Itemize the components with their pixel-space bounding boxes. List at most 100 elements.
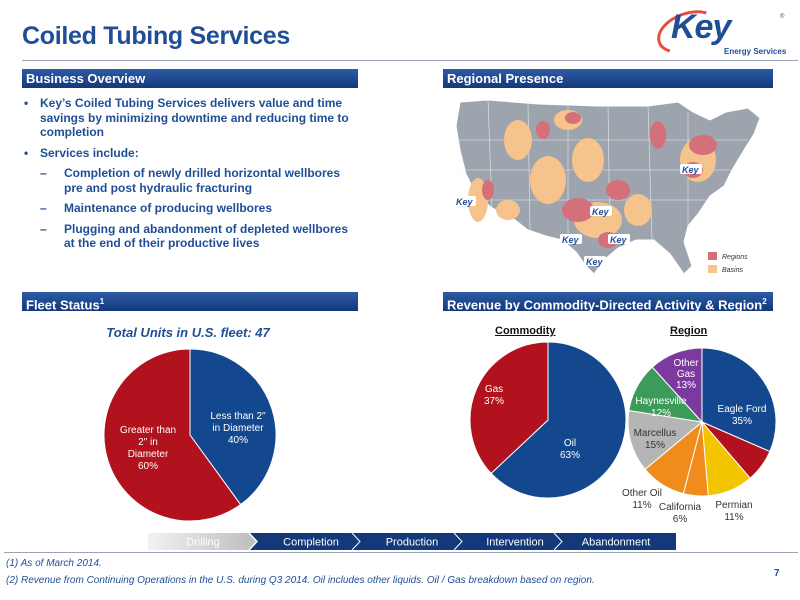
commodity-label-gas: Gas	[485, 384, 503, 395]
region-slice-0	[701, 347, 777, 453]
sub-bullet-text: Completion of newly drilled horizontal w…	[64, 166, 341, 195]
fleet-total-units: Total Units in U.S. fleet: 47	[106, 325, 270, 340]
page-number: 7	[774, 568, 780, 579]
sub-bullet-item: – Completion of newly drilled horizontal …	[40, 166, 341, 195]
page-title: Coiled Tubing Services	[22, 22, 290, 50]
logo-wordmark: Key	[671, 8, 731, 46]
revenue-header-text: Revenue by Commodity-Directed Activity &…	[447, 297, 763, 313]
business-overview-bullets: • Key’s Coiled Tubing Services delivers v…	[24, 96, 354, 257]
region-label-marcellus: Marcellus	[634, 428, 677, 439]
key-marker: Key	[454, 196, 476, 207]
region-label-california: California	[659, 502, 702, 513]
chevron-divider	[453, 533, 463, 550]
revenue-header: Revenue by Commodity-Directed Activity &…	[443, 292, 773, 313]
revenue-footnote-ref: 2	[762, 297, 767, 306]
region-heading: Region	[670, 325, 708, 337]
key-marker: Key	[680, 164, 702, 175]
legend-label-basins: Basins	[722, 267, 744, 274]
region-label-othergas-line2: Gas	[677, 369, 695, 380]
lifecycle-step-drilling	[148, 533, 256, 550]
fleet-status-header-text: Fleet Status	[26, 297, 100, 313]
legend-label-regions: Regions	[722, 254, 748, 261]
svg-text:Key: Key	[562, 235, 580, 245]
logo-trademark: ®	[780, 14, 785, 20]
region-value-othergas: 13%	[676, 380, 696, 391]
lifecycle-label-abandonment: Abandonment	[582, 537, 651, 549]
fleet-label-lt2-line2: in Diameter	[212, 423, 264, 434]
fleet-pie-chart: Less than 2" in Diameter 40% Greater tha…	[103, 348, 277, 522]
footnote-1: (1) As of March 2014.	[6, 558, 102, 569]
key-marker: Key	[584, 256, 606, 267]
lifecycle-label-drilling: Drilling	[186, 537, 220, 549]
footnote-2: (2) Revenue from Continuing Operations i…	[6, 575, 595, 586]
region-value-otheroil: 11%	[632, 500, 651, 511]
footnote-divider	[4, 552, 798, 553]
commodity-heading: Commodity	[495, 325, 556, 337]
map-legend: Regions Basins	[708, 252, 748, 274]
lifecycle-label-completion: Completion	[283, 537, 339, 549]
regional-presence-header-text: Regional Presence	[447, 71, 564, 86]
region-value-haynesville: 12%	[651, 408, 671, 419]
fleet-label-lt2-line1: Less than 2"	[210, 411, 266, 422]
region-label-haynesville: Haynesville	[635, 396, 687, 407]
key-marker: Key	[608, 234, 630, 245]
region-slice-7	[651, 347, 703, 424]
fleet-label-gt2-line1: Greater than	[120, 425, 176, 436]
chevron-divider	[351, 533, 361, 550]
region-slice-5	[627, 409, 704, 471]
svg-text:Key: Key	[456, 197, 474, 207]
logo-subtitle: Energy Services	[724, 47, 787, 56]
bullet-text: Key’s Coiled Tubing Services delivers va…	[40, 96, 349, 139]
svg-text:Key: Key	[682, 165, 700, 175]
legend-swatch-basins	[708, 265, 717, 273]
commodity-pie-chart: Oil 63% Gas 37%	[469, 341, 627, 499]
us-map-graphic: Key Key Key Key Key Key Regions Basins	[454, 99, 761, 275]
key-logo: Key ® Energy Services	[648, 2, 788, 62]
us-map: Key Key Key Key Key Key Regions Basins	[448, 90, 768, 284]
region-label-eagleford: Eagle Ford	[718, 404, 767, 415]
region-value-california: 6%	[673, 514, 688, 525]
sub-bullet-item: – Plugging and abandonment of depleted we…	[40, 221, 349, 251]
region-value-eagleford: 35%	[732, 416, 752, 427]
region-value-marcellus: 15%	[645, 440, 665, 451]
key-marker: Key	[590, 206, 612, 217]
legend-swatch-regions	[708, 252, 717, 260]
region-label-othergas-line1: Other	[673, 358, 699, 369]
commodity-slice-0	[490, 341, 627, 499]
bullet-text: Services include:	[40, 145, 139, 160]
lifecycle-bar: Drilling Completion Production Intervent…	[148, 533, 676, 550]
sub-bullet-item: – Maintenance of producing wellbores	[40, 201, 273, 215]
fleet-label-gt2-value: 60%	[138, 461, 158, 472]
bullet-item: • Services include:	[24, 145, 139, 160]
fleet-pie-slices	[103, 348, 277, 522]
business-overview-header: Business Overview	[22, 69, 358, 88]
title-divider	[22, 60, 798, 61]
region-pie-slices	[627, 347, 777, 497]
fleet-label-lt2-value: 40%	[228, 435, 248, 446]
fleet-label-gt2-line2: 2" in	[138, 437, 158, 448]
regional-presence-header: Regional Presence	[443, 69, 773, 88]
fleet-slice-1	[103, 348, 242, 522]
commodity-label-oil: Oil	[564, 438, 576, 449]
fleet-status-footnote-ref: 1	[99, 297, 105, 306]
region-label-otheroil: Other Oil	[622, 488, 662, 499]
sub-bullet-text: Maintenance of producing wellbores	[64, 201, 273, 215]
sub-bullet-text: Plugging and abandonment of depleted wel…	[64, 221, 349, 251]
commodity-slice-1	[469, 341, 549, 475]
lifecycle-label-intervention: Intervention	[486, 537, 543, 549]
lifecycle-label-production: Production	[386, 537, 439, 549]
svg-text:Key: Key	[586, 257, 604, 267]
key-location-markers: Key Key Key Key Key Key	[454, 164, 702, 267]
business-overview-header-text: Business Overview	[26, 71, 146, 86]
commodity-pie-slices	[469, 341, 627, 499]
fleet-label-gt2-line3: Diameter	[128, 449, 169, 460]
region-label-permian: Permian	[715, 500, 752, 511]
chevron-divider	[553, 533, 563, 550]
svg-text:Key: Key	[592, 207, 610, 217]
bullet-item: • Key’s Coiled Tubing Services delivers v…	[24, 96, 349, 139]
svg-text:Key: Key	[610, 235, 628, 245]
fleet-slice-0	[189, 348, 277, 506]
region-value-permian: 11%	[724, 512, 743, 523]
commodity-value-oil: 63%	[560, 450, 580, 461]
region-pie-chart: Eagle Ford 35% Permian 11% California 6%…	[622, 347, 777, 525]
